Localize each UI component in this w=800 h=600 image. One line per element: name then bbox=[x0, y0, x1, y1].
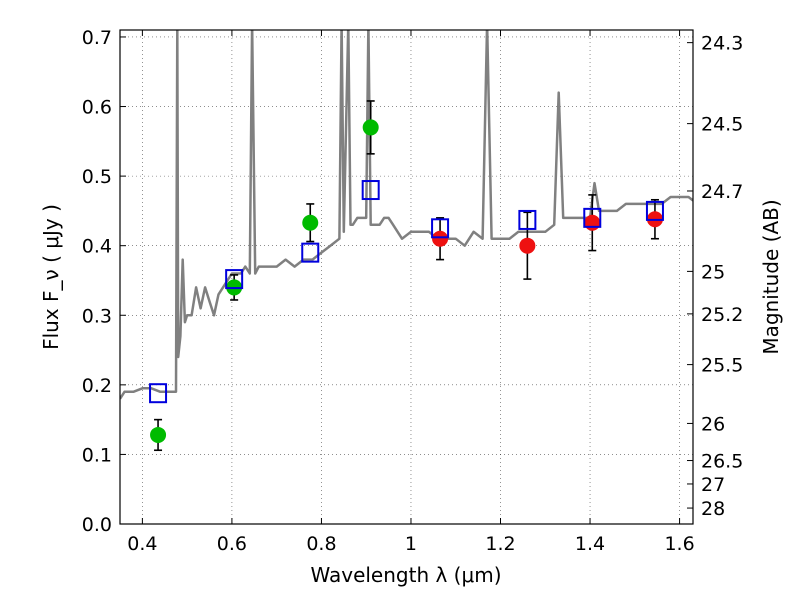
plot-content bbox=[120, 30, 693, 452]
y-axis: 0.0 0.1 0.2 0.3 0.4 0.5 0.6 0.7 bbox=[82, 27, 126, 536]
y-tick-label: 0.6 bbox=[82, 97, 112, 119]
right-tick-label: 25 bbox=[701, 261, 725, 283]
x-tick-label: 0.4 bbox=[127, 533, 157, 555]
right-tick-label: 28 bbox=[701, 498, 725, 520]
y-tick-label: 0.4 bbox=[82, 236, 112, 258]
y-tick-label: 0.1 bbox=[82, 444, 112, 466]
y-tick-label: 0.5 bbox=[82, 166, 112, 188]
model-point bbox=[518, 209, 537, 230]
data-point bbox=[432, 230, 449, 247]
x-tick-label: 1.6 bbox=[664, 533, 694, 555]
y-tick-label: 0.2 bbox=[82, 375, 112, 397]
right-axis-title: Magnitude (AB) bbox=[759, 199, 783, 354]
right-tick-label: 24.3 bbox=[701, 33, 743, 55]
spectrum-line bbox=[120, 30, 693, 400]
data-point bbox=[362, 119, 379, 136]
right-tick-label: 25.2 bbox=[701, 304, 743, 326]
right-tick-label: 26.5 bbox=[701, 451, 743, 473]
model-point bbox=[149, 383, 168, 404]
x-tick-label: 1 bbox=[405, 533, 417, 555]
y-axis-title: Flux F_ν ( μJy ) bbox=[39, 204, 63, 350]
y-tick-label: 0.7 bbox=[82, 27, 112, 49]
x-axis: 0.4 0.6 0.8 1 1.2 1.4 1.6 bbox=[127, 30, 695, 555]
right-tick-label: 27 bbox=[701, 474, 725, 496]
model-point bbox=[225, 269, 244, 290]
y-tick-label: 0.0 bbox=[82, 514, 112, 536]
x-tick-label: 1.2 bbox=[485, 533, 515, 555]
right-tick-label: 24.7 bbox=[701, 181, 743, 203]
model-point bbox=[361, 180, 380, 201]
y-tick-label: 0.3 bbox=[82, 305, 112, 327]
model-point bbox=[431, 218, 450, 239]
right-tick-label: 26 bbox=[701, 413, 725, 435]
plot-frame bbox=[119, 29, 694, 525]
data-point bbox=[584, 214, 601, 231]
data-point bbox=[150, 426, 167, 443]
model-point bbox=[645, 200, 664, 221]
x-tick-label: 0.6 bbox=[217, 533, 247, 555]
model-point bbox=[301, 242, 320, 263]
right-tick-label: 25.5 bbox=[701, 355, 743, 377]
right-tick-label: 24.5 bbox=[701, 114, 743, 136]
model-point bbox=[583, 207, 602, 228]
x-tick-label: 0.8 bbox=[306, 533, 336, 555]
data-point bbox=[302, 214, 319, 231]
data-point bbox=[519, 237, 536, 254]
x-axis-title: Wavelength λ (μm) bbox=[310, 563, 501, 587]
x-tick-label: 1.4 bbox=[575, 533, 605, 555]
